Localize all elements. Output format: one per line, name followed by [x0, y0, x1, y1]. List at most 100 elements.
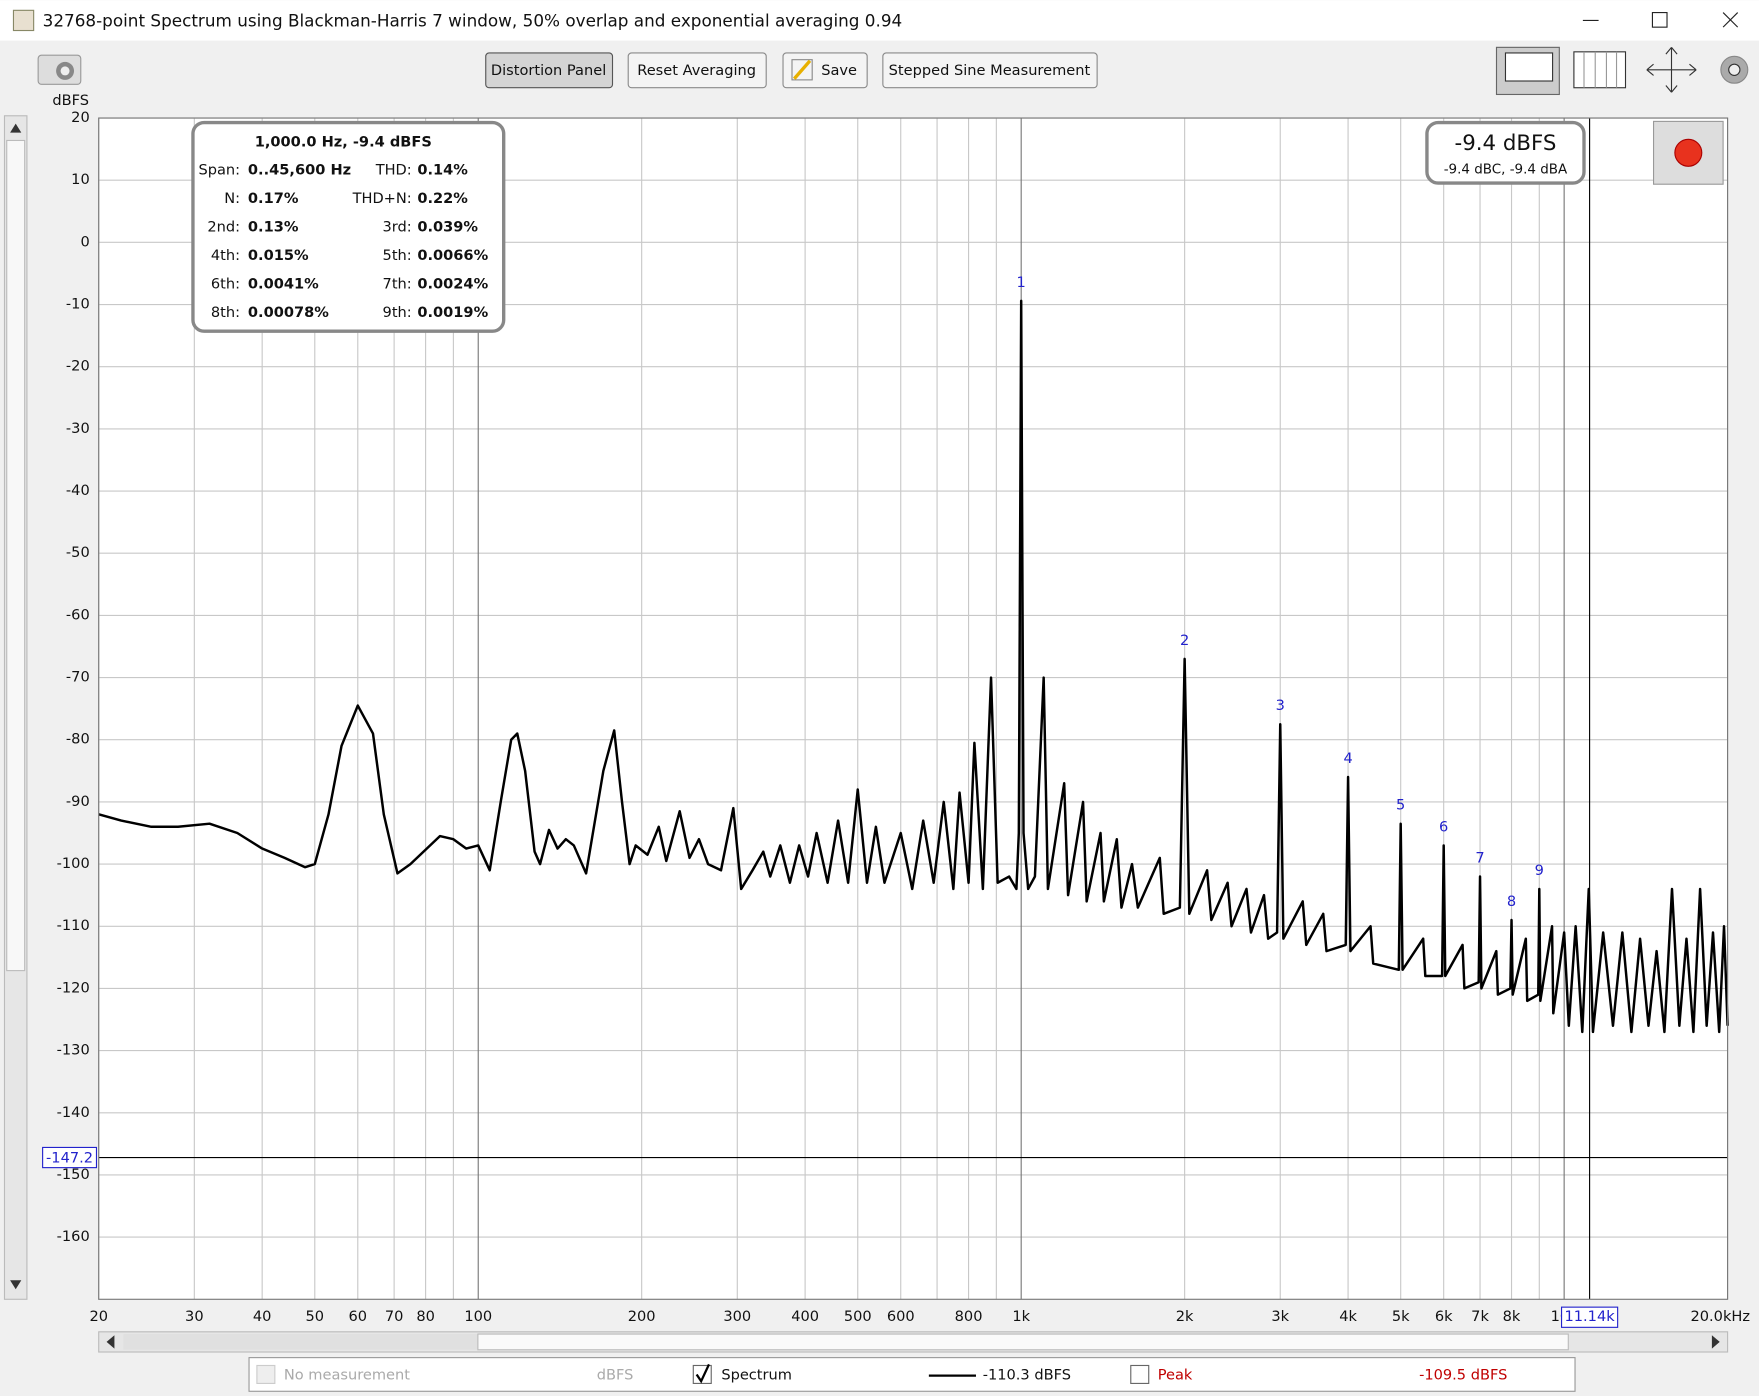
panel-heading: 1,000.0 Hz, -9.4 dBFS — [255, 134, 432, 151]
harmonic-marker: 9 — [1535, 862, 1544, 879]
panel-label: 6th: — [211, 276, 240, 293]
checkbox[interactable] — [256, 1364, 276, 1384]
panel-value: 0.14% — [417, 162, 468, 179]
panel-value: 0.13% — [248, 219, 299, 236]
legend: No measurement dBFS Spectrum -110.3 dBFS… — [248, 1357, 1576, 1392]
y-tick-label: -80 — [66, 731, 90, 748]
camera-button[interactable] — [37, 54, 82, 85]
legend-name: Spectrum — [721, 1367, 792, 1384]
distortion-panel: 1,000.0 Hz, -9.4 dBFS Span: 0..45,600 Hz T… — [191, 120, 506, 333]
vertical-scrollbar[interactable] — [3, 115, 28, 1300]
panel-value: 0.015% — [248, 247, 309, 264]
y-tick-label: 0 — [80, 233, 89, 250]
y-tick-label: -140 — [57, 1104, 90, 1121]
x-tick-label: 20.0kHz — [1691, 1308, 1751, 1325]
checkmark — [695, 1363, 711, 1384]
x-tick-label: 400 — [791, 1308, 819, 1325]
harmonic-marker: 2 — [1180, 632, 1189, 649]
record-button[interactable] — [1652, 120, 1724, 185]
spectrum-line — [98, 299, 1729, 1034]
x-tick-label: 70 — [385, 1308, 404, 1325]
button-label: Distortion Panel — [491, 62, 606, 79]
harmonic-marker: 3 — [1276, 697, 1285, 714]
y-tick-label: -160 — [57, 1228, 90, 1245]
legend-reading: -109.5 dBFS — [1419, 1367, 1507, 1384]
toolbar-button[interactable]: Stepped Sine Measurement — [882, 52, 1098, 89]
toolbar-button[interactable]: Reset Averaging — [627, 52, 767, 89]
x-tick-label: 200 — [628, 1308, 656, 1325]
harmonic-marker: 6 — [1439, 818, 1448, 835]
window-title: 32768-point Spectrum using Blackman-Harr… — [43, 11, 903, 31]
x-tick-label: 300 — [723, 1308, 751, 1325]
panel-label: THD+N: — [352, 190, 412, 207]
x-tick-label: 8k — [1503, 1308, 1521, 1325]
level-box: -9.4 dBFS -9.4 dBC, -9.4 dBA — [1425, 120, 1586, 185]
cursor-x-label: 11.14k — [1565, 1308, 1616, 1325]
app-icon — [12, 9, 35, 32]
toolbar-button[interactable]: Distortion Panel — [485, 52, 614, 89]
x-tick-label: 4k — [1339, 1308, 1357, 1325]
cursor-x-box — [1560, 1306, 1619, 1328]
y-tick-label: 10 — [71, 171, 90, 188]
axes: 20100-10-20-30-40-50-60-70-80-90-100-110… — [42, 109, 1751, 1328]
horizontal-scrollbar[interactable] — [98, 1331, 1729, 1353]
panel-value: 0.0066% — [417, 247, 488, 264]
panel-label: 5th: — [383, 247, 412, 264]
y-tick-label: -30 — [66, 420, 90, 437]
y-tick-label: -60 — [66, 606, 90, 623]
harmonic-marker: 5 — [1396, 797, 1405, 814]
y-tick-label: -100 — [57, 855, 90, 872]
x-tick-label: 2k — [1176, 1308, 1194, 1325]
cursor-y-box — [42, 1146, 98, 1169]
layout-buttons[interactable] — [1495, 46, 1749, 96]
y-tick-label: -90 — [66, 793, 90, 810]
y-tick-label: -70 — [66, 669, 90, 686]
harmonic-marker: 7 — [1475, 850, 1484, 867]
button-label: Save — [821, 62, 857, 79]
panel-label: 4th: — [211, 247, 240, 264]
cursor-y-label: -147.2 — [46, 1150, 93, 1167]
window-controls[interactable] — [1582, 12, 1739, 28]
y-tick-label: -120 — [57, 979, 90, 996]
x-tick-label: 60 — [348, 1308, 367, 1325]
x-tick-label: 800 — [955, 1308, 983, 1325]
panel-value: 0.0041% — [248, 276, 319, 293]
legend-name: Peak — [1158, 1367, 1193, 1384]
button-label: Stepped Sine Measurement — [889, 62, 1091, 79]
panel-label: Span: — [198, 162, 240, 179]
legend-unit: dBFS — [597, 1367, 634, 1384]
panel-label: 8th: — [211, 304, 240, 321]
x-tick-label: 1k — [1012, 1308, 1030, 1325]
level-main: -9.4 dBFS — [1455, 131, 1557, 156]
x-tick-label: 80 — [416, 1308, 435, 1325]
y-tick-label: -110 — [57, 917, 90, 934]
y-tick-label: -40 — [66, 482, 90, 499]
panel-value: 0.0019% — [417, 304, 488, 321]
panel-label: 9th: — [383, 304, 412, 321]
harmonic-marker: 8 — [1507, 893, 1516, 910]
toolbar-button[interactable]: Save — [782, 52, 868, 89]
x-tick-label: 6k — [1435, 1308, 1453, 1325]
x-tick-label: 20 — [89, 1308, 108, 1325]
x-tick-label: 3k — [1271, 1308, 1289, 1325]
y-tick-label: -20 — [66, 358, 90, 375]
x-tick-label: 50 — [306, 1308, 325, 1325]
checkbox[interactable] — [1130, 1364, 1150, 1384]
harmonic-marker: 1 — [1017, 274, 1026, 291]
legend-name: No measurement — [284, 1367, 410, 1384]
x-tick-label: 100 — [464, 1308, 492, 1325]
panel-label: N: — [224, 190, 240, 207]
button-label: Reset Averaging — [637, 62, 756, 79]
panel-label: 3rd: — [383, 219, 412, 236]
x-tick-label: 7k — [1471, 1308, 1489, 1325]
y-tick-label: -130 — [57, 1042, 90, 1059]
title-bar — [0, 0, 1759, 41]
legend-reading: -110.3 dBFS — [983, 1367, 1071, 1384]
panel-value: 0..45,600 Hz — [248, 162, 351, 179]
panel-value: 0.17% — [248, 190, 299, 207]
panel-value: 0.22% — [417, 190, 468, 207]
y-tick-label: 20 — [71, 109, 90, 126]
x-tick-label: 40 — [253, 1308, 272, 1325]
